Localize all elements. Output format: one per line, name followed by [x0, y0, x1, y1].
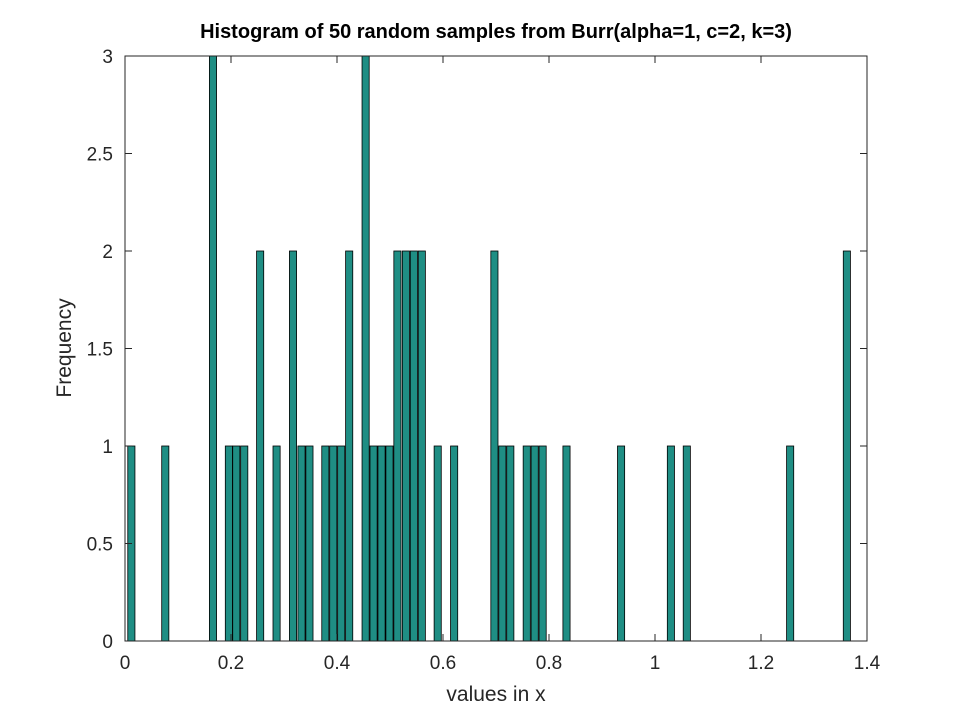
x-tick-label-7: 1.4	[854, 653, 881, 674]
y-tick-label-4: 2	[102, 242, 113, 263]
x-tick-label-6: 1.2	[748, 653, 774, 674]
histogram-bar-20	[401, 250, 410, 642]
y-tick-label-6: 3	[102, 47, 113, 68]
histogram-bar-1	[161, 445, 170, 642]
histogram-bar-19	[393, 250, 402, 642]
histogram-bar-35	[786, 445, 795, 642]
histogram-bar-4	[232, 445, 241, 642]
histogram-bar-26	[498, 445, 507, 642]
x-tick-label-2: 0.4	[324, 653, 351, 674]
histogram-bar-14	[345, 250, 354, 642]
histogram-bar-13	[337, 445, 346, 642]
histogram-bar-30	[538, 445, 547, 642]
histogram-bar-36	[842, 250, 851, 642]
x-tick-label-5: 1	[650, 653, 661, 674]
histogram-bar-25	[490, 250, 499, 642]
histogram-bar-11	[321, 445, 330, 642]
x-axis-label: values in x	[446, 683, 546, 706]
y-tick-label-2: 1	[102, 437, 113, 458]
histogram-bar-22	[417, 250, 426, 642]
histogram-bar-21	[409, 250, 418, 642]
histogram-bar-8	[289, 250, 297, 642]
histogram-bar-15	[361, 55, 370, 642]
histogram-bar-32	[617, 445, 626, 642]
histogram-bar-29	[530, 445, 539, 642]
chart-title: Histogram of 50 random samples from Burr…	[200, 21, 792, 43]
histogram-bar-9	[297, 445, 306, 642]
histogram-bar-7	[272, 445, 281, 642]
y-axis-label: Frequency	[53, 298, 76, 398]
ticks-layer: 0 0.2 0.4 0.6 0.8 1 1.2 1.4 0 0.5 1 1.5 2 2.5 3	[87, 47, 881, 674]
histogram-bar-3	[224, 445, 233, 642]
histogram-bar-27	[506, 445, 515, 642]
histogram-bar-10	[305, 445, 314, 642]
y-tick-label-0: 0	[102, 632, 113, 653]
histogram-bar-34	[682, 445, 691, 642]
histogram-bar-5	[240, 445, 249, 642]
y-tick-label-1: 0.5	[87, 535, 113, 556]
histogram-bar-6	[256, 250, 265, 642]
x-tick-label-3: 0.6	[430, 653, 456, 674]
y-tick-label-3: 1.5	[87, 340, 113, 361]
histogram-bar-24	[450, 445, 459, 642]
histogram-bar-18	[385, 445, 394, 642]
histogram-bar-2	[208, 55, 217, 642]
histogram-bar-28	[522, 445, 531, 642]
histogram-bar-12	[329, 445, 338, 642]
x-tick-label-1: 0.2	[218, 653, 244, 674]
y-tick-label-5: 2.5	[87, 145, 113, 166]
histogram-bar-16	[369, 445, 378, 642]
histogram-bar-17	[377, 445, 386, 642]
x-tick-label-0: 0	[120, 653, 131, 674]
bars-layer	[127, 55, 851, 642]
histogram-bar-33	[666, 445, 675, 642]
histogram-bar-31	[562, 445, 571, 642]
histogram-bar-23	[433, 445, 442, 642]
x-tick-label-4: 0.8	[536, 653, 562, 674]
